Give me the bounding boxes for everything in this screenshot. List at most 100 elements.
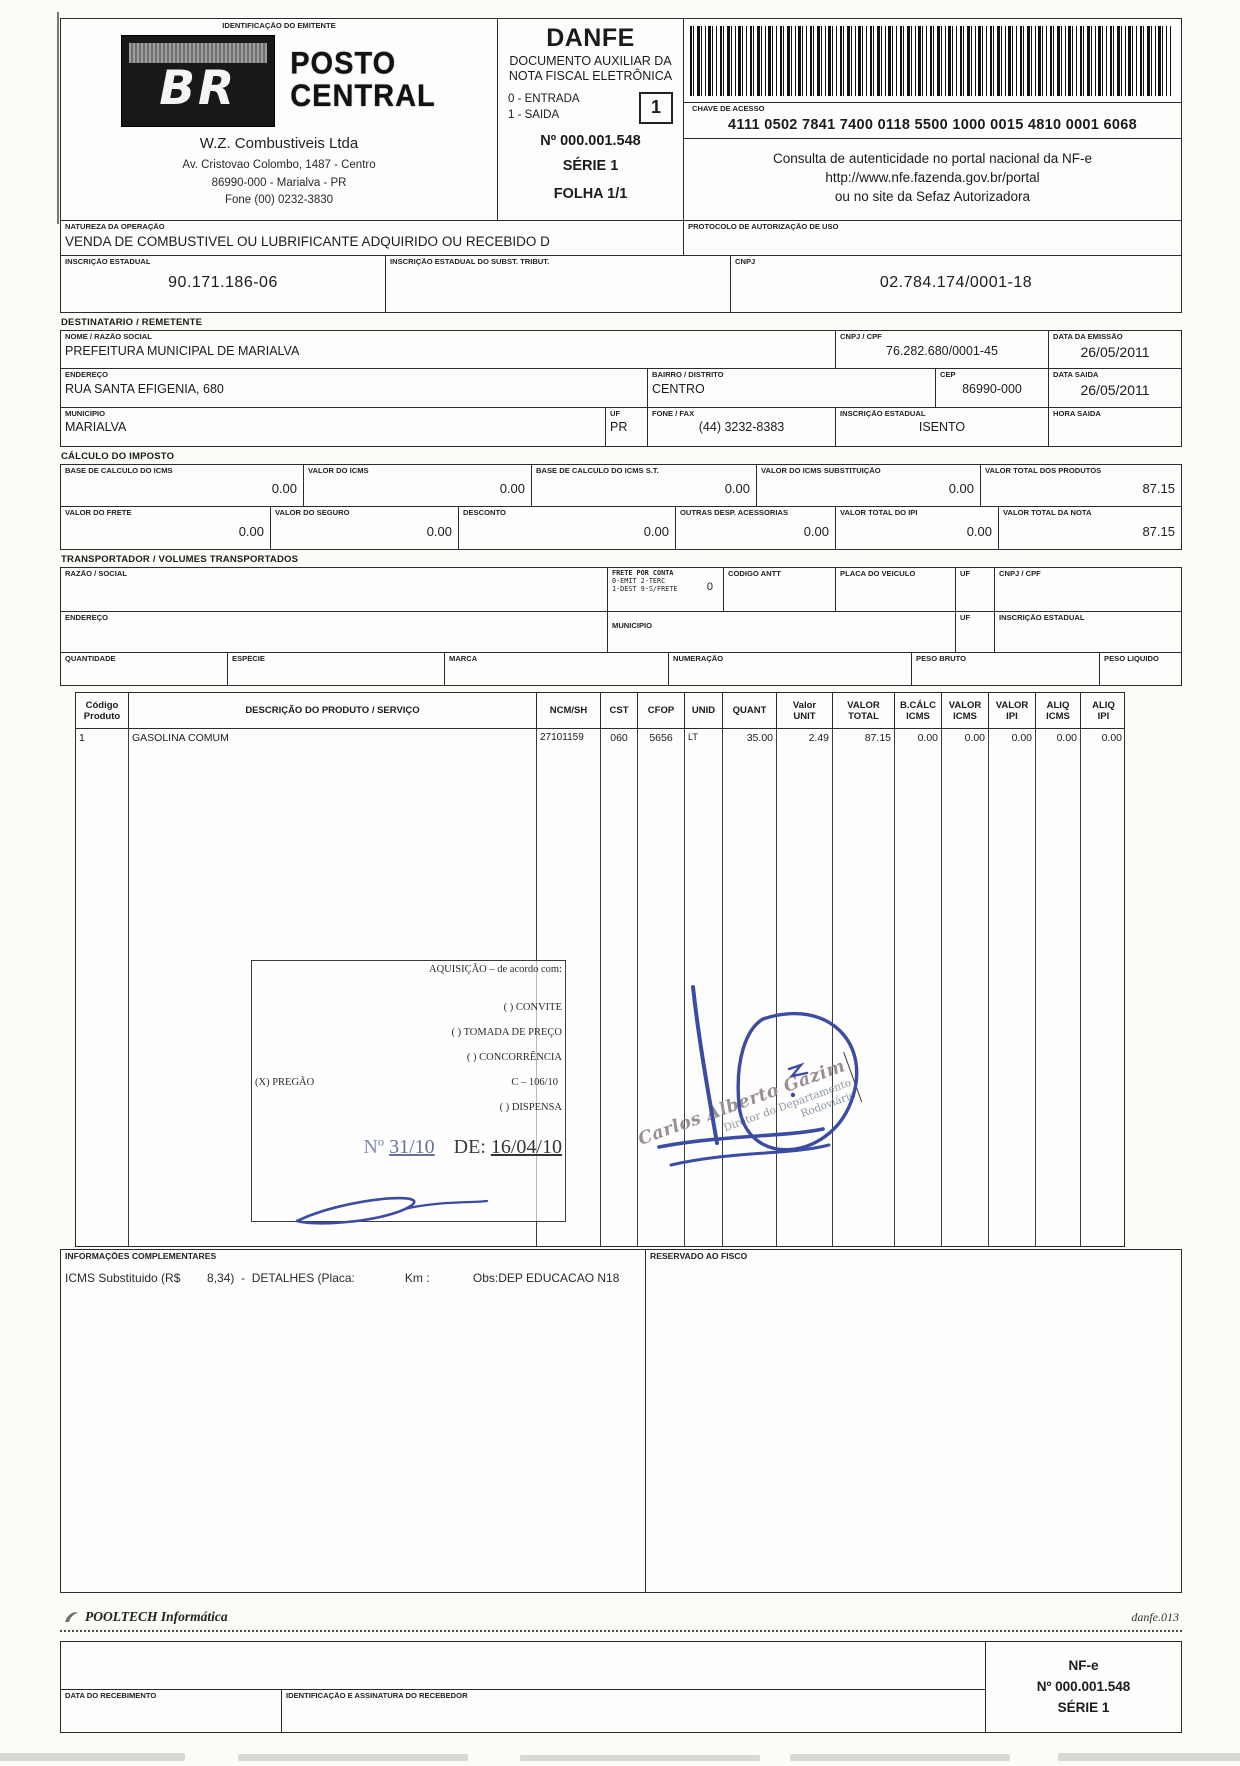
nome-valor: PREFEITURA MUNICIPAL DE MARIALVA (65, 343, 300, 358)
emitente-box: IDENTIFICAÇÃO DO EMITENTE BR POSTO CENTR… (61, 19, 498, 221)
transportador-section-label: TRANSPORTADOR / VOLUMES TRANSPORTADOS (61, 554, 299, 566)
cell-codigo: 1 (76, 729, 129, 1247)
nfe-serie: SÉRIE 1 (1057, 1699, 1110, 1715)
destinatario-section-label: DESTINATARIO / REMETENTE (61, 316, 203, 328)
valor: 87.15 (1142, 523, 1175, 539)
endereco-label: ENDEREÇO (65, 371, 109, 380)
danfe-serie: SÉRIE 1 (562, 157, 619, 174)
field-peso-liquido: PESO LIQUIDO (1100, 653, 1181, 685)
col-bcalc-icms: B.CÁLC ICMS (895, 692, 942, 729)
frete-label1: FRETE POR CONTA (612, 570, 674, 578)
field-valor-icms-substituicao: VALOR DO ICMS SUBSTITUIÇÃO 0.00 (757, 464, 981, 507)
label: VALOR TOTAL DA NOTA (1003, 509, 1092, 518)
uf-label: UF (610, 409, 621, 418)
br-logo-stripe (129, 42, 268, 63)
field-valor-frete: VALOR DO FRETE 0.00 (61, 507, 271, 550)
cell-unid: LT (685, 729, 723, 1247)
danfe-subtitulo: DOCUMENTO AUXILIAR DA NOTA FISCAL ELETRÔ… (508, 54, 673, 84)
label: BASE DE CALCULO DO ICMS (65, 466, 173, 475)
info-texto: ICMS Substituido (R$ 8,34) - DETALHES (P… (65, 1271, 620, 1286)
emitente-section-label: IDENTIFICAÇÃO DO EMITENTE (222, 22, 336, 30)
imposto-section-label: CÁLCULO DO IMPOSTO (61, 450, 175, 462)
produtos-header-row: Código Produto DESCRIÇÃO DO PRODUTO / SE… (75, 691, 1125, 730)
data-valor: 16/04/10 (490, 1136, 562, 1159)
field-valor-seguro: VALOR DO SEGURO 0.00 (271, 507, 459, 550)
cnpj-cpf-label: CNPJ / CPF (840, 332, 882, 341)
dados-adicionais: INFORMAÇÕES COMPLEMENTARES ICMS Substitu… (60, 1249, 1182, 1594)
field-reservado-fisco: RESERVADO AO FISCO (646, 1250, 1181, 1592)
danfe-titulo: DANFE (546, 24, 635, 52)
field-data-saida: DATA SAIDA 26/05/2011 (1049, 369, 1181, 407)
cnpj-cpf-valor: 76.282.680/0001-45 (886, 343, 998, 358)
field-inscricao-subst-tribut: INSCRIÇÃO ESTADUAL DO SUBST. TRIBUT. (386, 255, 731, 312)
field-municipio: MUNICIPIO MARIALVA (61, 407, 606, 446)
software-nome: POOLTECH Informática (85, 1609, 228, 1625)
field-ie-transp: INSCRIÇÃO ESTADUAL (995, 612, 1181, 652)
scan-smudge (520, 1755, 760, 1761)
consulta-linha3: ou no site da Sefaz Autorizadora (834, 188, 1031, 204)
field-outras-despesas: OUTRAS DESP. ACESSORIAS 0.00 (676, 507, 836, 550)
signature-ink (657, 985, 859, 1167)
label: VALOR DO FRETE (65, 509, 132, 518)
col-valor-ipi: VALOR IPI (989, 692, 1036, 729)
col-valor-total: VALOR TOTAL (833, 692, 895, 729)
danfe-tipo-legenda: 0 - ENTRADA 1 - SAIDA (508, 92, 580, 123)
chave-box: CHAVE DE ACESSO 4111 0502 7841 7400 0118… (684, 19, 1181, 221)
field-quantidade: QUANTIDADE (61, 652, 228, 685)
emitente-fone: Fone (00) 0232-3830 (224, 194, 334, 207)
data-saida-valor: 26/05/2011 (1080, 381, 1150, 398)
field-valor-total-ipi: VALOR TOTAL DO IPI 0.00 (836, 507, 999, 550)
uf-valor: PR (610, 420, 628, 435)
de-label: DE: (453, 1136, 486, 1159)
field-base-calculo-icms: BASE DE CALCULO DO ICMS 0.00 (61, 464, 304, 507)
carimbo-titulo: AQUISIÇÃO – de acordo com: (429, 964, 562, 976)
field-identificacao-recebedor: IDENTIFICAÇÃO E ASSINATURA DO RECEBEDOR (282, 1690, 986, 1733)
col-valor-unit: Valor UNIT (777, 692, 833, 729)
danfe-tipo-row: 0 - ENTRADA 1 - SAIDA 1 (506, 91, 675, 124)
valor: 0.00 (271, 481, 297, 497)
col-valor-icms: VALOR ICMS (942, 692, 989, 729)
data-saida-label: DATA SAIDA (1053, 371, 1099, 380)
field-codigo-antt: CÓDIGO ANTT (724, 568, 836, 613)
field-endereco: ENDEREÇO RUA SANTA EFIGENIA, 680 (61, 369, 648, 408)
pregao-texto: (X) PREGÃO (255, 1077, 315, 1089)
valor: 0.00 (966, 523, 992, 539)
opcao-concorrencia: ( ) CONCORRÊNCIA (466, 1052, 562, 1064)
valor: 0.00 (803, 523, 829, 539)
scan-smudge (0, 1753, 185, 1761)
fone-valor: (44) 3232-8383 (698, 420, 785, 435)
danfe-saida: 1 - SAIDA (508, 108, 560, 121)
natureza-row: NATUREZA DA OPERAÇÃO VENDA DE COMBUSTIVE… (60, 220, 1182, 257)
municipio-valor: MARIALVA (65, 420, 127, 435)
field-uf: UF PR (606, 407, 648, 446)
numero-label: Nº (363, 1136, 385, 1159)
linha-pontilhada-corte (60, 1630, 1182, 1633)
label: DATA DO RECEBIMENTO (65, 1692, 157, 1701)
field-informacoes-complementares: INFORMAÇÕES COMPLEMENTARES ICMS Substitu… (61, 1250, 646, 1593)
frete-label3: 1-DEST 9-S/FRETE (612, 585, 678, 593)
signature-scribble (295, 1197, 489, 1225)
scan-smudge (238, 1754, 468, 1761)
produtos-tabela: Código Produto DESCRIÇÃO DO PRODUTO / SE… (75, 691, 1125, 1248)
emitente-nome: W.Z. Combustiveis Ltda (199, 134, 359, 152)
field-nome-razao-social: NOME / RAZÃO SOCIAL PREFEITURA MUNICIPAL… (61, 330, 836, 369)
field-base-calculo-icms-st: BASE DE CALCULO DO ICMS S.T. 0.00 (532, 464, 757, 507)
field-inscricao-estadual-dest: INSCRIÇÃO ESTADUAL ISENTO (836, 407, 1049, 446)
fone-label: FONE / FAX (652, 409, 695, 418)
valor: 0.00 (724, 481, 750, 497)
transportador-row3: QUANTIDADE ESPÉCIE MARCA NUMERAÇÃO PESO … (60, 651, 1182, 686)
cell-valor-ipi: 0.00 (989, 729, 1036, 1247)
cell-ncm: 27101159 (537, 729, 601, 1247)
valor: 0.00 (499, 481, 525, 497)
scan-edge-artifact (57, 12, 59, 224)
field-uf-transp: UF (956, 568, 995, 613)
ie-dest-label: INSCRIÇÃO ESTADUAL (840, 409, 926, 418)
label: CÓDIGO ANTT (728, 570, 781, 579)
protocolo-label: PROTOCOLO DE AUTORIZAÇÃO DE USO (688, 223, 839, 232)
fisco-label: RESERVADO AO FISCO (650, 1252, 748, 1262)
ie-valor: 90.171.186-06 (168, 273, 278, 291)
chave-label: CHAVE DE ACESSO (692, 105, 765, 113)
cell-aliq-icms: 0.00 (1036, 729, 1081, 1247)
danfe-folha: FOLHA 1/1 (553, 185, 628, 202)
ie-st-label: INSCRIÇÃO ESTADUAL DO SUBST. TRIBUT. (390, 257, 550, 266)
